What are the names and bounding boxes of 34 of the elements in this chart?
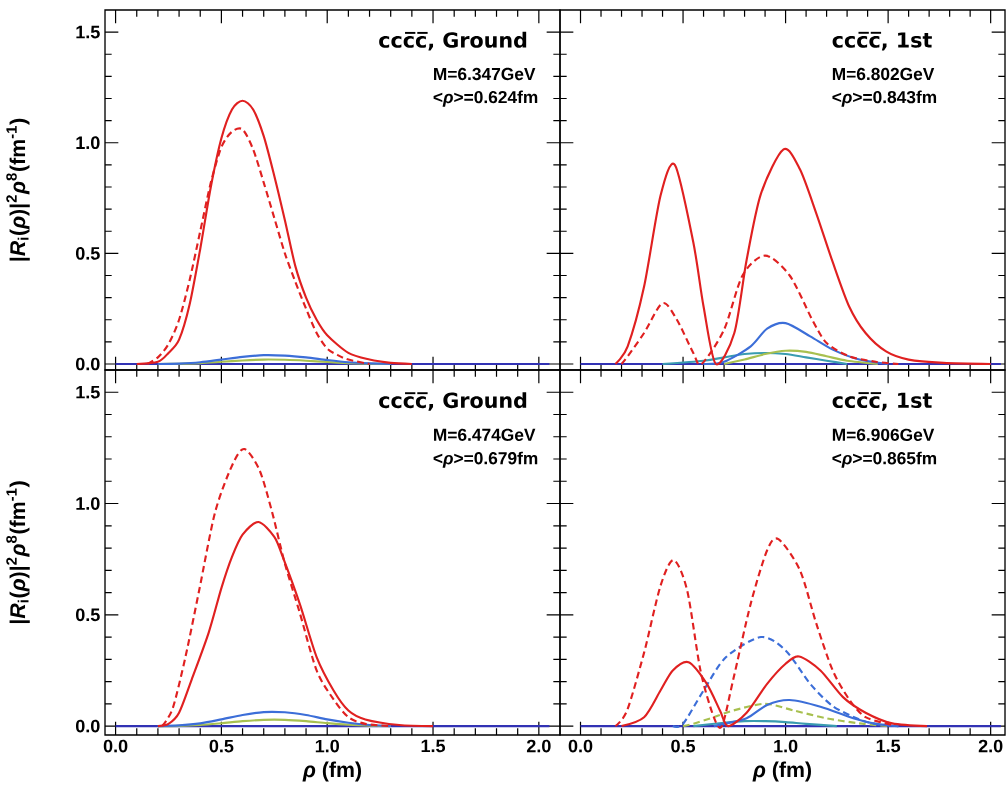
annotation: <ρ>=0.624fm bbox=[433, 90, 538, 107]
y-tick-label: 1.5 bbox=[76, 25, 100, 39]
x-tick-label: 1.5 bbox=[421, 739, 446, 753]
x-tick-label: 0.0 bbox=[103, 739, 128, 753]
x-axis-title: ρ (fm) bbox=[302, 761, 361, 782]
x-tick-label: 1.0 bbox=[774, 739, 798, 753]
y-tick-label: 0.0 bbox=[75, 719, 100, 733]
line-series bbox=[156, 354, 392, 366]
annotation: <ρ>=0.843fm bbox=[832, 90, 937, 107]
text: ccc̅c̅, Ground bbox=[379, 392, 527, 411]
x-tick-label: 2.0 bbox=[526, 739, 551, 753]
x-tick-label: 0.5 bbox=[671, 739, 696, 753]
x-tick-label: 0.0 bbox=[568, 739, 593, 753]
y-tick-label: 0.5 bbox=[75, 247, 100, 260]
x-tick-label: 1.5 bbox=[876, 739, 901, 753]
text: ccc̅c̅, 1st bbox=[832, 392, 932, 411]
annotation: M=6.802GeV bbox=[832, 67, 935, 81]
annotation: <ρ>=0.865fm bbox=[832, 451, 937, 468]
text: ccc̅c̅, Ground bbox=[379, 31, 527, 51]
text: ccc̅c̅, 1st bbox=[832, 31, 932, 51]
y-tick-label: 0.5 bbox=[75, 608, 100, 622]
y-tick-label: 0.0 bbox=[75, 357, 100, 371]
y-tick-label: 1.5 bbox=[76, 385, 100, 399]
x-tick-label: 0.5 bbox=[209, 739, 234, 753]
annotation: M=6.474GeV bbox=[434, 428, 536, 441]
x-axis-title: ρ (fm) bbox=[752, 761, 811, 782]
annotation: <ρ>=0.679fm bbox=[433, 451, 538, 468]
x-tick-label: 2.0 bbox=[978, 739, 1003, 753]
x-tick-label: 1.0 bbox=[315, 739, 339, 753]
y-tick-label: 1.0 bbox=[76, 136, 100, 150]
line-series bbox=[135, 99, 413, 366]
annotation: M=6.906GeV bbox=[832, 428, 935, 441]
y-tick-label: 1.0 bbox=[76, 497, 100, 510]
annotation: M=6.347GeV bbox=[434, 67, 536, 81]
